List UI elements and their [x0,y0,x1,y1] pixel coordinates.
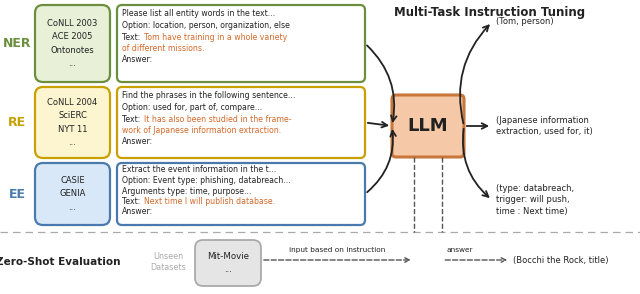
Text: CoNLL 2004
SciERC
NYT 11
...: CoNLL 2004 SciERC NYT 11 ... [47,98,98,147]
Text: NER: NER [3,37,31,50]
FancyArrowPatch shape [367,131,396,192]
Text: Answer:: Answer: [122,208,153,216]
FancyArrowPatch shape [367,45,397,121]
Text: Text:: Text: [122,33,143,41]
Text: Option: used for, part of, compare...: Option: used for, part of, compare... [122,103,262,112]
FancyBboxPatch shape [392,95,464,157]
Text: Tom have training in a whole variety: Tom have training in a whole variety [144,33,287,41]
FancyBboxPatch shape [35,163,110,225]
FancyArrowPatch shape [467,123,487,129]
Text: (Japanese information
extraction, used for, it): (Japanese information extraction, used f… [496,116,593,136]
FancyBboxPatch shape [117,87,365,158]
Text: Mit-Movie
...: Mit-Movie ... [207,252,249,274]
Text: Next time I will publish database.: Next time I will publish database. [144,197,275,206]
Text: Please list all entity words in the text...: Please list all entity words in the text… [122,9,275,19]
Text: LLM: LLM [408,117,448,135]
Text: answer: answer [447,247,473,253]
FancyArrowPatch shape [460,26,489,123]
Text: It has also been studied in the frame-: It has also been studied in the frame- [144,114,291,123]
Text: Multi-Task Instruction Tuning: Multi-Task Instruction Tuning [394,6,586,19]
Text: of different missions.: of different missions. [122,44,205,53]
Text: Answer:: Answer: [122,138,153,146]
Text: Find the phrases in the following sentence...: Find the phrases in the following senten… [122,91,296,101]
FancyBboxPatch shape [117,163,365,225]
FancyBboxPatch shape [35,5,110,82]
Text: Arguments type: time, purpose...: Arguments type: time, purpose... [122,186,252,196]
Text: EE: EE [8,188,26,201]
Text: RE: RE [8,116,26,129]
FancyBboxPatch shape [117,5,365,82]
Text: (Bocchi the Rock, title): (Bocchi the Rock, title) [513,255,609,265]
Text: Option: Event type: phishing, databreach...: Option: Event type: phishing, databreach… [122,176,291,185]
Text: input based on instruction: input based on instruction [289,247,385,253]
Text: Text:: Text: [122,114,143,123]
Text: CASIE
GENIA
...: CASIE GENIA ... [60,176,86,212]
FancyBboxPatch shape [35,87,110,158]
Text: Answer:: Answer: [122,56,153,64]
Text: work of Japanese information extraction.: work of Japanese information extraction. [122,126,281,135]
Text: Option: location, person, organization, else: Option: location, person, organization, … [122,21,290,30]
FancyArrowPatch shape [463,129,488,197]
Text: (type: databreach,
trigger: will push,
time : Next time): (type: databreach, trigger: will push, t… [496,184,574,216]
Text: Zero-Shot Evaluation: Zero-Shot Evaluation [0,257,120,267]
Text: Extract the event information in the t...: Extract the event information in the t..… [122,166,276,175]
FancyArrowPatch shape [368,122,387,127]
Text: (Tom, person): (Tom, person) [496,18,554,26]
FancyBboxPatch shape [195,240,261,286]
Text: Unseen
Datasets: Unseen Datasets [150,252,186,273]
Text: CoNLL 2003
ACE 2005
Ontonotes
...: CoNLL 2003 ACE 2005 Ontonotes ... [47,19,98,68]
Text: Text:: Text: [122,197,143,206]
